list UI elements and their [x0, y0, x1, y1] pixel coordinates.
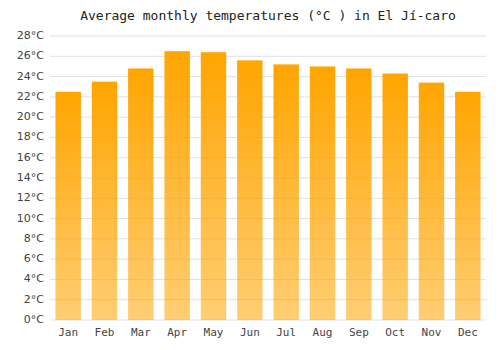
x-tick-label: Apr — [167, 326, 187, 339]
y-tick-label: 26°C — [17, 49, 44, 62]
x-tick-label: Sep — [349, 326, 369, 339]
bar — [55, 92, 80, 320]
x-tick-label: Feb — [95, 326, 115, 339]
bar — [455, 92, 480, 320]
x-tick-label: Nov — [422, 326, 442, 339]
y-tick-label: 0°C — [24, 313, 44, 326]
grid-line — [50, 56, 486, 57]
x-tick-label: Mar — [131, 326, 151, 339]
grid-line — [50, 36, 486, 37]
y-tick-label: 16°C — [17, 151, 44, 164]
x-tick-label: Jan — [58, 326, 78, 339]
x-tick-label: May — [204, 326, 224, 339]
grid — [50, 36, 486, 320]
y-tick-label: 2°C — [24, 293, 44, 306]
bars — [55, 51, 480, 320]
y-tick-label: 24°C — [17, 70, 44, 83]
y-tick-label: 6°C — [24, 252, 44, 265]
x-tick-label: Oct — [385, 326, 405, 339]
chart-container: 0°C 2°C 4°C 6°C 8°C 10°C 12°C 14°C 16°C 18°C 20°C 2… — [0, 0, 500, 350]
y-tick-label: 20°C — [17, 110, 44, 123]
grid-line — [50, 76, 486, 77]
y-tick-label: 22°C — [17, 90, 44, 103]
bar — [419, 83, 444, 320]
chart-svg: 0°C 2°C 4°C 6°C 8°C 10°C 12°C 14°C 16°C 18°C 20°C 2… — [0, 0, 500, 350]
bar — [92, 82, 117, 320]
x-tick-label: Dec — [458, 326, 478, 339]
bar — [273, 64, 298, 320]
bar — [164, 51, 189, 320]
bar — [382, 74, 407, 320]
x-tick-label: Jul — [276, 326, 296, 339]
bar — [310, 66, 335, 320]
bar — [346, 68, 371, 320]
y-tick-label: 14°C — [17, 171, 44, 184]
y-tick-label: 28°C — [17, 29, 44, 42]
bar — [201, 52, 226, 320]
bar — [128, 68, 153, 320]
chart-title: Average monthly temperatures (°C ) in El… — [80, 8, 456, 23]
x-tick-label: Jun — [240, 326, 260, 339]
y-tick-label: 12°C — [17, 191, 44, 204]
x-tick-label: Aug — [313, 326, 333, 339]
bar — [237, 60, 262, 320]
y-tick-label: 8°C — [24, 232, 44, 245]
y-tick-label: 18°C — [17, 130, 44, 143]
y-tick-label: 4°C — [24, 272, 44, 285]
y-tick-label: 10°C — [17, 212, 44, 225]
